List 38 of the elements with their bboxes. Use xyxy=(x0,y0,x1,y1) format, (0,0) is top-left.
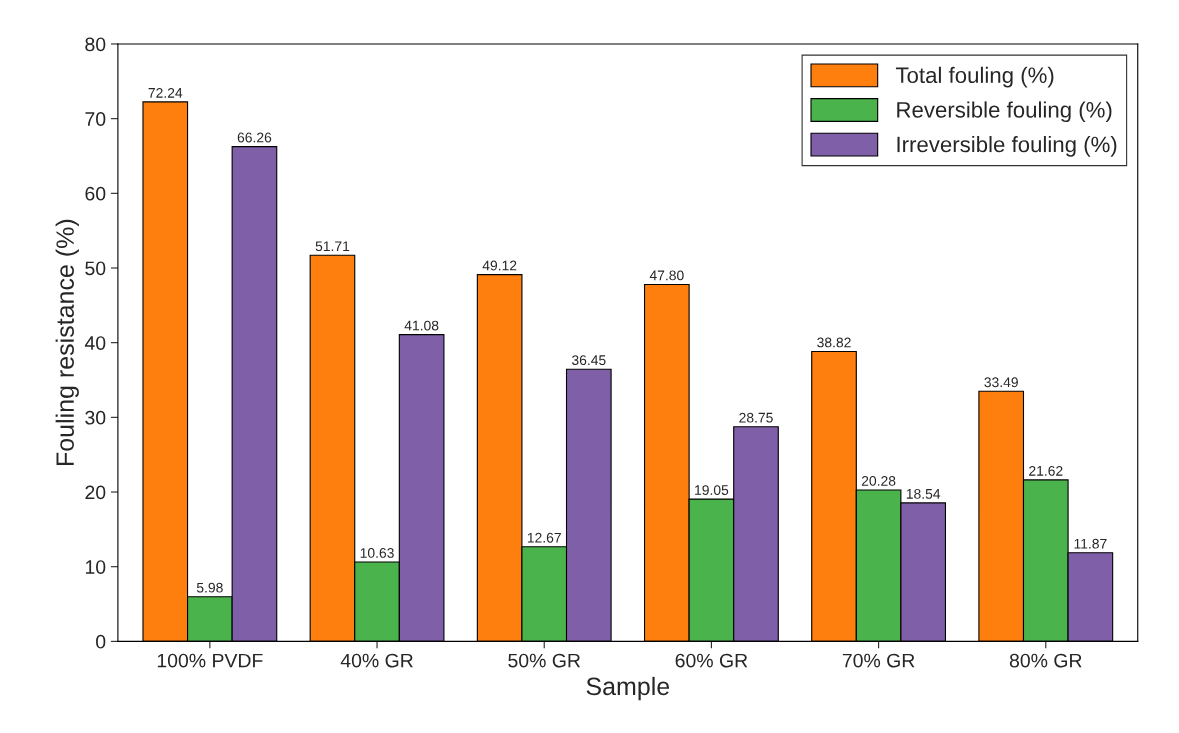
data-label: 10.63 xyxy=(360,548,394,558)
data-label: 19.05 xyxy=(695,485,729,495)
legend-label: Irreversible fouling (%) xyxy=(897,135,1117,157)
data-label: 49.12 xyxy=(482,260,517,271)
data-label: 47.80 xyxy=(649,270,684,281)
data-label: 41.08 xyxy=(404,320,439,331)
data-label: 20.28 xyxy=(861,475,896,486)
y-tick-label: 80 xyxy=(85,37,106,52)
y-tick-label: 60 xyxy=(85,186,106,201)
data-label: 28.75 xyxy=(739,412,773,423)
data-label: 11.87 xyxy=(1074,538,1107,549)
data-label: 21.62 xyxy=(1029,465,1063,476)
y-tick-label: 70 xyxy=(85,112,106,126)
y-tick-label: 30 xyxy=(85,410,106,425)
legend-label: Reversible fouling (%) xyxy=(897,101,1112,123)
y-tick-label: 20 xyxy=(85,485,106,500)
data-label: 12.67 xyxy=(527,532,561,543)
x-tick-label: 60% GR xyxy=(675,653,748,668)
x-tick-label: 100% PVDF xyxy=(157,653,263,668)
y-tick-label: 50 xyxy=(85,261,106,276)
data-label: 72.24 xyxy=(148,87,183,98)
y-axis-title: Fouling resistance (%) xyxy=(55,219,79,465)
x-axis-title: Sample xyxy=(586,676,670,701)
y-tick-label: 0 xyxy=(96,634,106,649)
data-label: 36.45 xyxy=(571,355,606,366)
y-tick-label: 10 xyxy=(85,560,106,574)
data-label: 38.82 xyxy=(817,337,851,348)
x-tick-label: 70% GR xyxy=(842,653,915,668)
data-label: 33.49 xyxy=(984,377,1018,388)
data-label: 51.71 xyxy=(315,241,350,252)
x-tick-label: 50% GR xyxy=(508,653,581,668)
x-tick-label: 40% GR xyxy=(340,653,413,668)
legend-label: Total fouling (%) xyxy=(895,66,1054,88)
y-tick-label: 40 xyxy=(84,336,106,350)
x-tick-label: 80% GR xyxy=(1009,653,1082,668)
data-label: 18.54 xyxy=(906,488,941,499)
data-label: 5.98 xyxy=(196,582,223,593)
data-label: 66.26 xyxy=(237,132,272,143)
